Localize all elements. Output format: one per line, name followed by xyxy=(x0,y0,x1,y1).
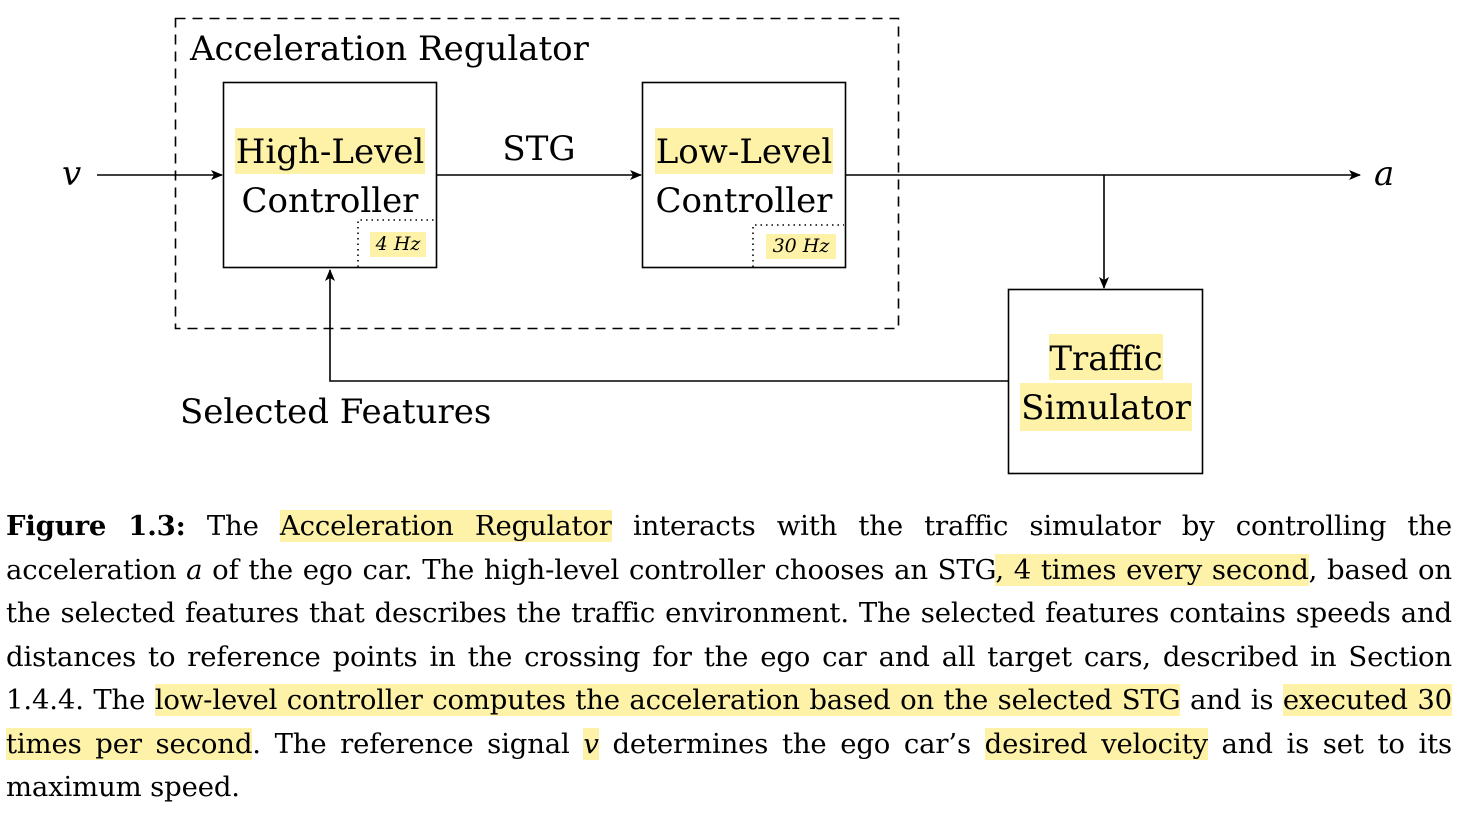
block-diagram: Acceleration Regulator High-Level Contro… xyxy=(62,17,1394,475)
high-level-controller-block: High-Level Controller 4 Hz xyxy=(222,81,438,269)
highlight-desired-velocity: desired velocity xyxy=(984,727,1208,760)
feedback-arrow xyxy=(325,269,1008,382)
symbol-v: v xyxy=(583,727,599,760)
symbol-a: a xyxy=(186,553,203,586)
traffic-simulator-subtitle: Simulator xyxy=(1021,388,1192,428)
highlight-4-times: , 4 times every second xyxy=(995,553,1309,586)
high-level-rate-label: 4 Hz xyxy=(375,233,422,255)
highlight-low-level-computes: low-level controller computes the accele… xyxy=(154,684,1122,716)
highlight-stg: STG xyxy=(1121,684,1181,716)
low-level-rate-label: 30 Hz xyxy=(773,235,831,257)
figure-caption: Figure 1.3: The Acceleration Regulator i… xyxy=(6,510,1453,803)
input-signal-v: v xyxy=(62,154,81,194)
low-level-controller-subtitle: Controller xyxy=(656,181,834,221)
edge-label-stg: STG xyxy=(502,129,575,169)
low-level-controller-block: Low-Level Controller 30 Hz xyxy=(641,81,847,269)
traffic-simulator-block: Traffic Simulator xyxy=(1007,288,1204,475)
high-level-controller-title: High-Level xyxy=(236,132,425,172)
low-level-controller-title: Low-Level xyxy=(656,132,833,172)
edge-label-selected-features: Selected Features xyxy=(180,392,491,432)
acceleration-regulator-label: Acceleration Regulator xyxy=(189,29,590,69)
output-signal-a: a xyxy=(1374,154,1394,194)
acceleration-regulator-boundary xyxy=(174,17,900,330)
high-level-controller-subtitle: Controller xyxy=(242,181,420,221)
traffic-simulator-title: Traffic xyxy=(1049,339,1162,379)
highlight-acceleration-regulator: Acceleration Regulator xyxy=(279,510,612,542)
caption-label: Figure 1.3: xyxy=(6,510,186,542)
